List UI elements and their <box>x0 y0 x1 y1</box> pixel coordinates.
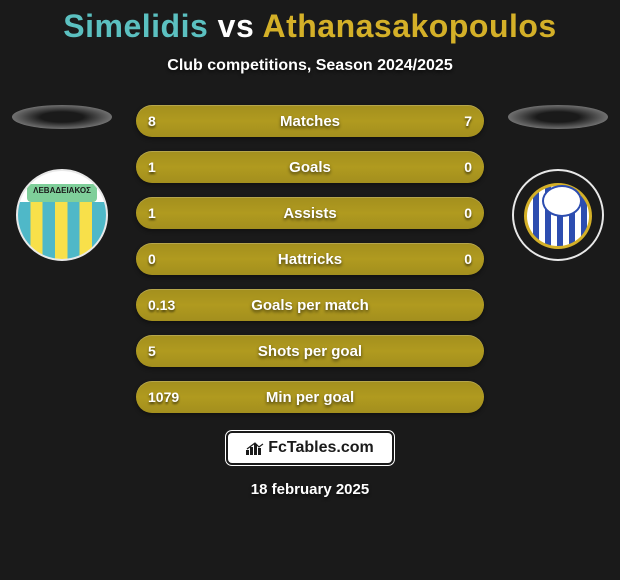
content-area: ΛΕΒΑΔΕΙΑΚΟΣ 8 Matches 7 1 Goals 0 1 Assi… <box>0 105 620 427</box>
player1-shadow <box>12 105 112 129</box>
stat-row-goals-per-match: 0.13 Goals per match <box>136 289 484 321</box>
stat-label: Matches <box>136 113 484 130</box>
team1-badge: ΛΕΒΑΔΕΙΑΚΟΣ <box>16 169 108 261</box>
brand-text: FcTables.com <box>268 439 374 457</box>
stat-row-goals: 1 Goals 0 <box>136 151 484 183</box>
footer: FcTables.com <box>0 431 620 465</box>
stat-label: Assists <box>136 205 484 222</box>
comparison-title: Simelidis vs Athanasakopoulos <box>0 0 620 45</box>
stat-label: Goals <box>136 159 484 176</box>
stats-list: 8 Matches 7 1 Goals 0 1 Assists 0 0 Hatt… <box>120 105 500 427</box>
stat-label: Goals per match <box>136 297 484 314</box>
stat-row-min-per-goal: 1079 Min per goal <box>136 381 484 413</box>
stat-label: Hattricks <box>136 251 484 268</box>
stat-label: Min per goal <box>136 389 484 406</box>
player2-name: Athanasakopoulos <box>262 8 556 44</box>
subtitle: Club competitions, Season 2024/2025 <box>0 57 620 75</box>
stat-row-hattricks: 0 Hattricks 0 <box>136 243 484 275</box>
player2-shadow <box>508 105 608 129</box>
team1-badge-label: ΛΕΒΑΔΕΙΑΚΟΣ <box>18 186 106 195</box>
vs-text: vs <box>218 8 255 44</box>
stat-row-shots-per-goal: 5 Shots per goal <box>136 335 484 367</box>
left-side: ΛΕΒΑΔΕΙΑΚΟΣ <box>4 105 120 261</box>
team2-badge <box>512 169 604 261</box>
stat-label: Shots per goal <box>136 343 484 360</box>
stat-row-matches: 8 Matches 7 <box>136 105 484 137</box>
right-side <box>500 105 616 261</box>
brand-logo[interactable]: FcTables.com <box>226 431 394 465</box>
date: 18 february 2025 <box>0 481 620 498</box>
player1-name: Simelidis <box>63 8 208 44</box>
stat-row-assists: 1 Assists 0 <box>136 197 484 229</box>
chart-icon <box>246 441 264 455</box>
